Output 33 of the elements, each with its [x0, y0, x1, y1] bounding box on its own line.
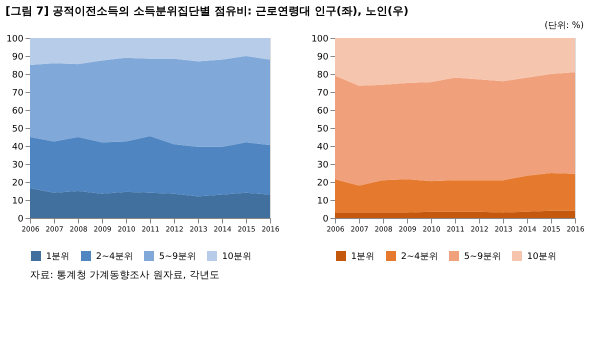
y-tick-label: 60: [12, 106, 24, 116]
legend-label: 5~9분위: [464, 252, 501, 262]
y-tick-label: 10: [317, 196, 329, 206]
y-tick-label: 90: [317, 52, 329, 62]
y-tick-label: 50: [12, 124, 24, 134]
y-tick-label: 90: [12, 52, 24, 62]
y-tick-label: 40: [317, 142, 329, 152]
y-tick-label: 60: [317, 106, 329, 116]
y-tick-label: 50: [317, 124, 329, 134]
y-tick-label: 100: [311, 34, 329, 44]
y-tick-label: 0: [322, 214, 329, 224]
legend-label: 2~4분위: [401, 252, 438, 262]
legend-label: 2~4분위: [96, 252, 133, 262]
text: (단위: %): [544, 21, 584, 31]
legend-label: 5~9분위: [159, 252, 196, 262]
y-tick-label: 70: [12, 88, 24, 98]
y-tick-label: 80: [317, 70, 329, 80]
y-tick-label: 30: [317, 160, 329, 170]
y-tick-label: 10: [12, 196, 24, 206]
y-tick-label: 0: [18, 214, 24, 224]
legend-label: 1분위: [46, 252, 70, 262]
y-tick-label: 20: [317, 178, 329, 188]
legend-label: 10분위: [222, 252, 252, 262]
y-tick-label: 80: [12, 70, 24, 80]
y-tick-label: 30: [12, 160, 24, 170]
y-tick-label: 100: [6, 34, 24, 44]
y-tick-label: 40: [12, 142, 24, 152]
text: 자료: 통계청 가계동향조사 원자료, 각년도: [30, 270, 220, 281]
chart-title: [그림 7] 공적이전소득의 소득분위집단별 점유비: 근로연령대 인구(좌), 노인(우): [5, 4, 409, 18]
y-tick-label: 70: [317, 88, 329, 98]
legend-label: 1분위: [351, 252, 375, 262]
y-tick-label: 20: [12, 178, 24, 188]
legend-label: 10분위: [527, 252, 556, 262]
